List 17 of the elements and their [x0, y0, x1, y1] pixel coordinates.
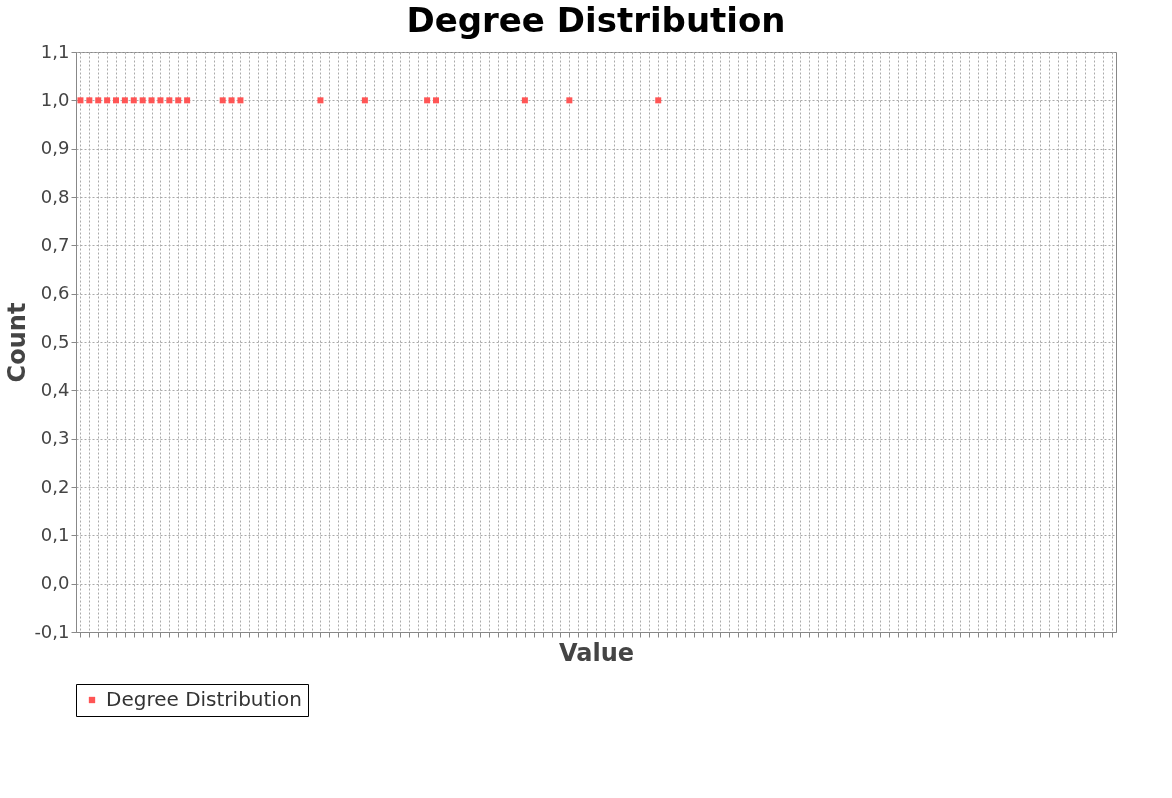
y-tick-label: 0,1	[40, 523, 70, 545]
y-tick-label: 0,8	[40, 185, 70, 207]
x-axis-title: Value	[558, 639, 635, 667]
y-tick-label: 0,0	[40, 572, 70, 594]
y-tick-label: 0,9	[40, 137, 70, 159]
y-tick-label: -0,1	[34, 620, 70, 642]
y-tick-label: 0,4	[40, 378, 70, 400]
legend-label: Degree Distribution	[106, 687, 302, 711]
y-tick-label: 1,1	[40, 40, 70, 62]
y-tick-label: 1,0	[40, 88, 70, 110]
y-tick-label: 0,5	[40, 330, 70, 352]
y-tick-label: 0,2	[40, 475, 70, 497]
y-tick-label: 0,3	[40, 427, 70, 449]
chart-title: Degree Distribution	[406, 0, 786, 40]
y-axis-title: Count	[3, 302, 32, 383]
y-tick-label: 0,7	[40, 233, 70, 255]
y-tick-label: 0,6	[40, 282, 70, 304]
